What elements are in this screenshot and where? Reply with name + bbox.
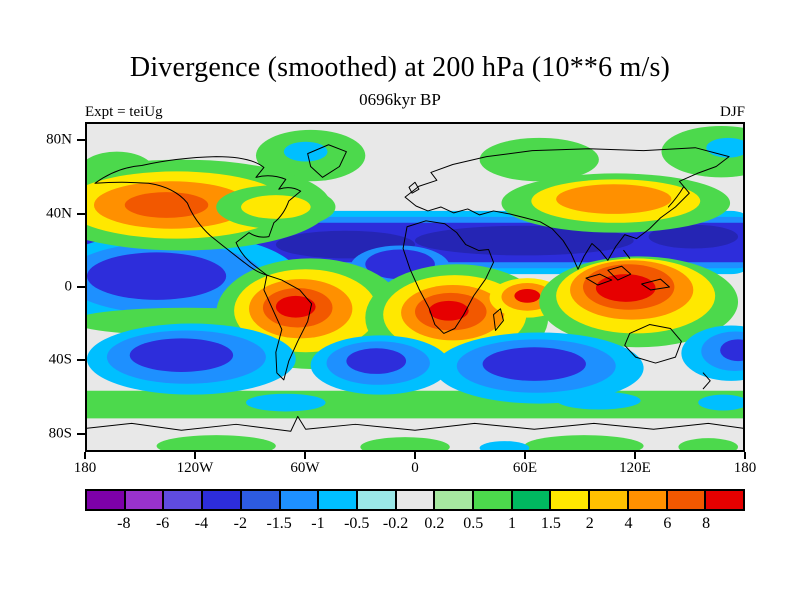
- x-tick-mark: [194, 452, 196, 459]
- contour-fill-layer: [87, 124, 743, 450]
- coastline-borneo: [607, 265, 632, 281]
- colorbar-cell: [706, 491, 743, 509]
- colorbar-cell: [628, 491, 668, 509]
- x-tick-mark: [634, 452, 636, 459]
- y-tick-mark: [77, 212, 85, 215]
- coastline-antarctica: [87, 415, 743, 432]
- x-tick-label: 120W: [176, 460, 214, 476]
- colorbar-cell: [125, 491, 165, 509]
- coastline-africa: [402, 220, 495, 334]
- x-tick-marks: [84, 452, 746, 459]
- colorbar-label: 4: [624, 515, 633, 532]
- colorbar-label: -0.2: [382, 515, 409, 532]
- colorbar-cell: [435, 491, 475, 509]
- colorbar-cell: [280, 491, 320, 509]
- colorbar-label: 6: [663, 515, 672, 532]
- colorbar-label: 0.5: [463, 515, 484, 532]
- colorbar-label: -1.5: [266, 515, 292, 532]
- colorbar-cell: [164, 491, 204, 509]
- colorbar-label: -0.5: [344, 515, 370, 532]
- colorbar-cell: [396, 491, 436, 509]
- coastline-madagascar: [493, 308, 504, 331]
- colorbar-cell: [512, 491, 552, 509]
- colorbar-cell: [319, 491, 358, 509]
- colorbar-cell: [474, 491, 513, 509]
- colorbar: [85, 489, 745, 511]
- x-tick-mark: [524, 452, 526, 459]
- colorbar-cell: [87, 491, 126, 509]
- y-tick-label: 0: [64, 278, 73, 295]
- coastline-new-guinea: [641, 278, 670, 291]
- x-tick-label: 0: [411, 460, 419, 476]
- colorbar-label: 8: [702, 515, 711, 532]
- coastline-south-america: [263, 274, 313, 381]
- x-axis: 180 120W 60W 0 60E 120E 180: [74, 460, 757, 480]
- x-tick-label: 60E: [512, 460, 538, 476]
- x-tick-mark: [414, 452, 416, 459]
- coastline-layer: [87, 144, 743, 432]
- y-tick-mark: [77, 139, 85, 142]
- x-tick-label: 120E: [619, 460, 651, 476]
- x-tick-label: 180: [73, 460, 97, 476]
- colorbar-cell: [590, 491, 629, 509]
- x-tick-label: 180: [733, 460, 757, 476]
- colorbar-cell: [241, 491, 281, 509]
- y-axis: 80N 40N 0 40S 80S: [18, 122, 72, 452]
- coastline-philippines: [623, 249, 631, 259]
- plot-subtitle: 0696kyr BP: [359, 90, 441, 109]
- colorbar-cell: [551, 491, 591, 509]
- coastline-new-zealand: [702, 372, 711, 390]
- y-tick-marks: [77, 122, 85, 452]
- coastline-japan: [667, 186, 684, 208]
- y-tick-mark: [77, 359, 85, 362]
- colorbar-label: 1.5: [540, 515, 561, 532]
- colorbar-label: 1: [508, 515, 517, 532]
- y-tick-label: 80S: [48, 425, 72, 442]
- y-tick-mark: [77, 432, 85, 435]
- x-tick-mark: [744, 452, 746, 459]
- colorbar-cell: [203, 491, 242, 509]
- coastline-greenland: [307, 144, 347, 178]
- map-svg: [87, 124, 743, 450]
- coastline-eurasia: [404, 147, 730, 270]
- y-tick-label: 40N: [46, 205, 72, 222]
- colorbar-label: -1: [311, 515, 325, 532]
- x-tick-mark: [304, 452, 306, 459]
- experiment-label: Expt = teiUg: [85, 104, 163, 120]
- colorbar-cell: [667, 491, 707, 509]
- season-label: DJF: [719, 104, 745, 120]
- colorbar-cell: [357, 491, 397, 509]
- coastline-north-america: [94, 156, 302, 276]
- plot-title: Divergence (smoothed) at 200 hPa (10**6 …: [129, 52, 671, 83]
- coastline-australia: [624, 324, 682, 364]
- colorbar-label: -8: [117, 515, 131, 532]
- colorbar-label: -4: [194, 515, 209, 532]
- y-tick-label: 80N: [46, 131, 72, 148]
- coastline-sumatra-java: [585, 273, 613, 286]
- x-tick-mark: [84, 452, 86, 459]
- colorbar-label: 0.2: [424, 515, 445, 532]
- y-tick-mark: [77, 286, 85, 288]
- map-frame: [85, 122, 745, 452]
- y-tick-label: 40S: [48, 351, 72, 368]
- colorbar-label: 2: [585, 515, 594, 532]
- coastline-britain: [408, 181, 420, 194]
- colorbar-labels: -8 -6 -4 -2 -1.5 -1 -0.5 -0.2 0.2 0.5 1 1.5 2 4 6 8: [85, 515, 745, 535]
- colorbar-label: -2: [233, 515, 247, 532]
- colorbar-label: -6: [155, 515, 170, 532]
- x-tick-label: 60W: [290, 460, 320, 476]
